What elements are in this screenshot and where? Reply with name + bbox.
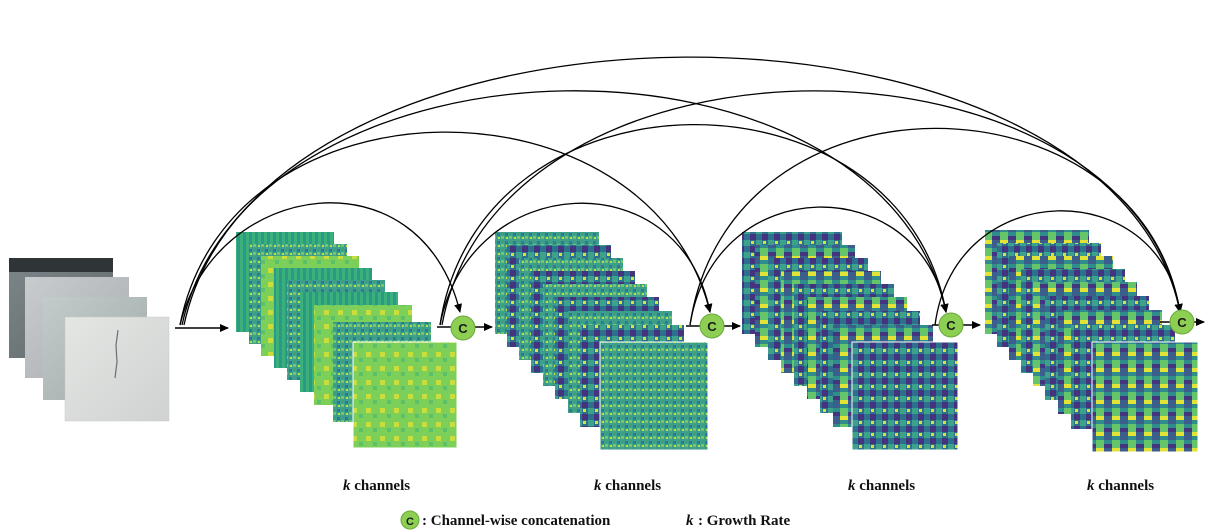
concat-node-label: C [1177,315,1187,330]
legend-k-symbol: k [686,513,694,529]
legend-concat-text: : Channel-wise concatenation [422,513,611,529]
feature-block-1 [236,232,458,449]
feature-block-4 [985,230,1199,453]
skip-arc [179,131,712,326]
skip-arc [179,202,462,326]
block-label-1: k channels [343,478,410,494]
concat-node-1: C [450,315,476,341]
feature-block-3 [742,232,959,451]
skip-connections [179,56,1183,326]
input-images [9,258,170,422]
skip-arc [439,202,713,326]
feature-map [599,341,709,451]
legend-k-text: : Growth Rate [698,513,791,529]
forward-arrows [175,318,1205,332]
input-crack-line [114,329,119,379]
feature-map [851,341,959,451]
block-label-3: k channels [848,478,915,494]
concat-node-label: C [458,321,468,336]
feature-map [352,341,458,449]
feature-map [1091,341,1199,453]
feature-block-2 [495,232,709,451]
concat-node-label: C [946,318,956,333]
legend-concat-node [400,510,420,530]
skip-arc [689,206,949,326]
input-image-4 [64,316,170,422]
skip-arc [934,210,1183,326]
block-label-4: k channels [1087,478,1154,494]
concat-node-3: C [938,312,964,338]
skip-arc [689,127,1183,326]
concat-node-2: C [699,313,725,339]
concat-node-label: C [707,319,717,334]
legend: C : Channel-wise concatenation k : Growt… [400,510,791,530]
skip-arc [439,124,949,326]
legend-concat-symbol: C [406,516,414,528]
concat-node-4: C [1169,309,1195,335]
block-label-2: k channels [594,478,661,494]
input-image-1-strip [9,258,113,272]
